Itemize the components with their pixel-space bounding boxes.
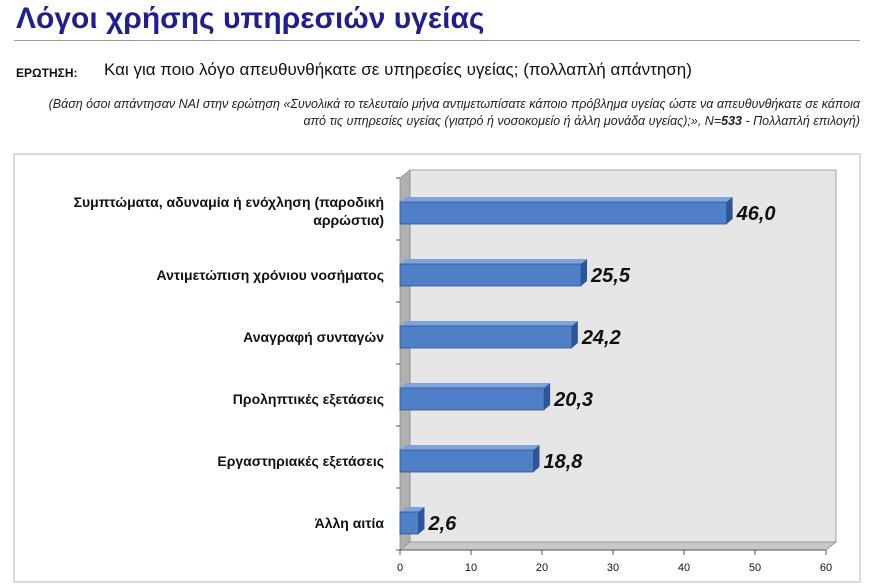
bar-front-face	[399, 387, 545, 411]
bar	[399, 445, 540, 473]
bar-end-face	[581, 259, 588, 286]
bar-front-face	[399, 201, 728, 225]
value-label: 46,0	[736, 203, 776, 225]
bar-front-face	[399, 449, 534, 473]
category-label: Αναγραφή συνταγών	[243, 329, 384, 345]
category-labels: Συμπτώματα, αδυναμία ή ενόχληση (παροδικ…	[74, 194, 385, 531]
plot-back-wall	[409, 169, 837, 543]
bar-top-face	[400, 383, 551, 388]
category-label-line: Αναγραφή συνταγών	[243, 329, 384, 345]
basis-suffix: - Πολλαπλή επιλογή)	[741, 114, 860, 128]
title-divider	[14, 40, 860, 41]
category-label: Προληπτικές εξετάσεις	[233, 391, 384, 407]
plot-floor	[398, 541, 838, 551]
category-label: Συμπτώματα, αδυναμία ή ενόχληση (παροδικ…	[74, 194, 384, 228]
x-tick-label: 20	[536, 562, 548, 574]
category-label-line: αρρώστια)	[313, 212, 384, 228]
bars	[399, 197, 733, 535]
bar	[399, 321, 578, 349]
bar-top-face	[400, 259, 588, 264]
x-tick-label: 10	[465, 562, 477, 574]
bar-front-face	[399, 263, 582, 287]
bar	[399, 383, 551, 411]
bar-end-face	[571, 321, 578, 348]
category-label-line: Άλλη αιτία	[315, 515, 385, 531]
question-label: ΕΡΩΤΗΣΗ:	[16, 66, 78, 80]
x-tick-label: 0	[397, 562, 403, 574]
plot-area	[396, 169, 838, 551]
category-label: Εργαστηριακές εξετάσεις	[217, 453, 384, 469]
value-label: 25,5	[590, 265, 631, 287]
value-label: 18,8	[543, 451, 583, 473]
bar-front-face	[399, 325, 573, 349]
page-title: Λόγοι χρήσης υπηρεσιών υγείας	[16, 2, 485, 35]
bar-end-face	[418, 507, 425, 534]
bar-end-face	[544, 383, 551, 410]
bar-end-face	[726, 197, 733, 224]
x-tick-label: 50	[749, 562, 761, 574]
category-label: Αντιμετώπιση χρόνιου νοσήματος	[156, 267, 384, 283]
bar-top-face	[400, 507, 425, 512]
x-tick-label: 60	[820, 562, 832, 574]
category-label-line: Προληπτικές εξετάσεις	[233, 391, 384, 407]
value-label: 2,6	[427, 513, 457, 535]
bar-top-face	[400, 321, 578, 326]
x-tick-label: 30	[607, 562, 619, 574]
bar-front-face	[399, 511, 419, 535]
question-text: Και για ποιο λόγο απευθυνθήκατε σε υπηρε…	[104, 60, 692, 79]
x-tick-label: 40	[678, 562, 690, 574]
bar-end-face	[533, 445, 540, 472]
category-label-line: Αντιμετώπιση χρόνιου νοσήματος	[156, 267, 384, 283]
bar	[399, 259, 588, 287]
category-label: Άλλη αιτία	[315, 515, 385, 531]
category-label-line: Εργαστηριακές εξετάσεις	[217, 453, 384, 469]
x-axis-ticks: 0 10 20 30 40 50 60	[397, 549, 832, 574]
category-label-line: Συμπτώματα, αδυναμία ή ενόχληση (παροδικ…	[74, 194, 384, 210]
plot-side-wall	[399, 169, 411, 551]
basis-prefix: (Βάση όσοι απάντησαν ΝΑΙ στην ερώτηση «Σ…	[48, 97, 860, 128]
value-label: 24,2	[581, 327, 621, 349]
basis-n: 533	[721, 114, 742, 128]
bar-top-face	[400, 445, 540, 450]
bar-top-face	[400, 197, 733, 202]
value-label: 20,3	[553, 389, 593, 411]
bar	[399, 197, 733, 225]
bar	[399, 507, 425, 535]
value-labels: 46,0 25,5 24,2 20,3 18,8 2,6	[427, 203, 775, 535]
sample-basis-note: (Βάση όσοι απάντησαν ΝΑΙ στην ερώτηση «Σ…	[40, 96, 860, 130]
